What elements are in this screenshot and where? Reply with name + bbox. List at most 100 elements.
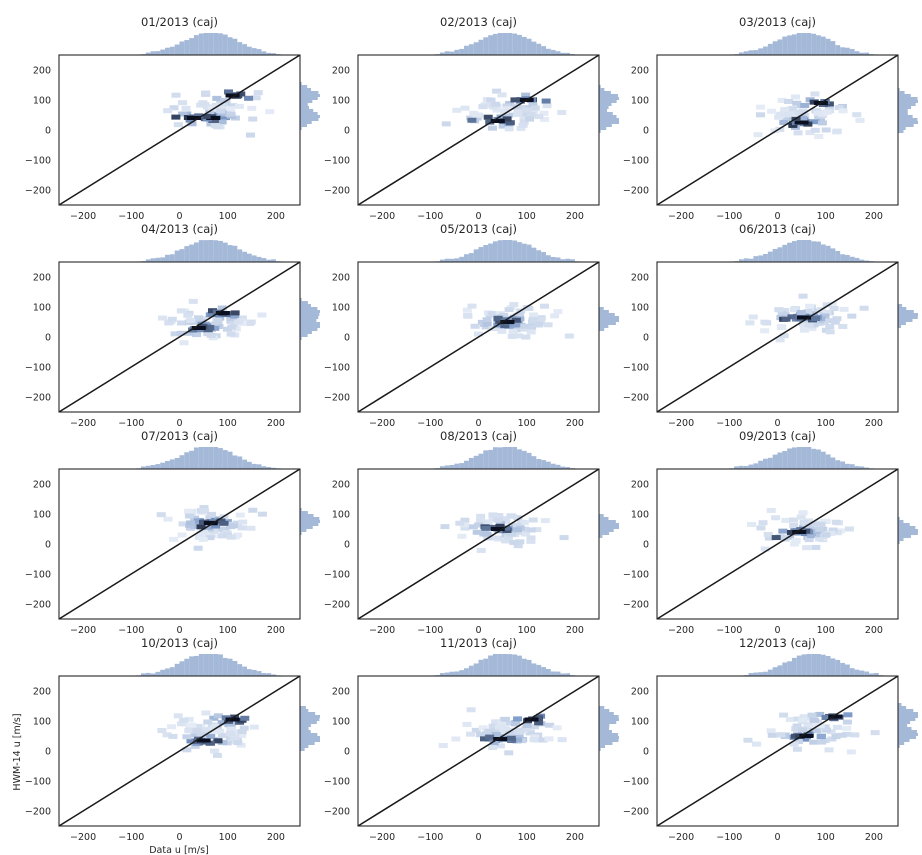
hexbin-cell	[257, 511, 267, 517]
marginal-x-bar	[565, 467, 571, 469]
marginal-x-bar	[140, 466, 146, 469]
hexbin-cell	[211, 523, 221, 529]
hexbin-cell	[767, 108, 777, 114]
hexbin-cell	[462, 721, 472, 727]
marginal-y-bar	[599, 85, 601, 88]
hexbin-cell	[529, 316, 539, 322]
hexbin-cell	[513, 515, 523, 521]
hexbin-cell-dense	[493, 315, 503, 321]
marginal-x-bar	[449, 464, 455, 469]
hexbin-cell	[233, 740, 243, 746]
marginal-y-bar	[300, 319, 317, 322]
hexbin-cell	[459, 522, 469, 528]
marginal-x-bar	[459, 256, 465, 262]
hexbin-cell	[251, 95, 261, 101]
hexbin-cell	[543, 322, 553, 328]
subplot-title: 06/2013 (caj)	[739, 222, 816, 236]
hexbin-cell	[791, 538, 801, 544]
x-tick-label: 200	[865, 211, 883, 222]
hexbin-cell	[203, 719, 213, 725]
hexbin-cell	[170, 331, 180, 337]
marginal-x-bar	[782, 36, 788, 55]
marginal-x-histogram	[430, 33, 580, 55]
identity-line	[657, 262, 898, 412]
axes-frame	[58, 675, 301, 827]
x-tick-label: 0	[475, 211, 481, 222]
marginal-x-bar	[840, 47, 845, 55]
marginal-y-histogram	[300, 508, 320, 535]
hexbin-cell	[839, 306, 849, 312]
marginal-y-bar	[599, 319, 619, 322]
marginal-y-bar	[599, 118, 619, 121]
hexbin-cell	[440, 524, 450, 530]
hexbin-cell	[228, 103, 238, 109]
marginal-x-bar	[468, 253, 474, 262]
hexbin-cell-dense	[210, 117, 220, 123]
marginal-x-bar	[251, 255, 257, 262]
hexbin-cell	[780, 107, 790, 113]
hexbin-cell	[495, 743, 505, 749]
marginal-y-bar	[898, 706, 907, 709]
hexbin-cell	[825, 324, 835, 330]
hexbin-cell	[814, 134, 824, 140]
hexbin-cell-dense	[230, 310, 240, 316]
marginal-y-bar	[300, 514, 314, 517]
hexbin-cell	[176, 308, 186, 314]
marginal-x-bar	[507, 447, 513, 469]
hexbin-cell	[801, 521, 811, 527]
marginal-x-bar	[492, 241, 498, 262]
marginal-x-bar	[478, 659, 484, 676]
marginal-x-bar	[246, 461, 252, 469]
marginal-x-bar	[512, 654, 518, 676]
y-tick-label: −200	[623, 807, 649, 818]
hexbin-cell	[482, 321, 492, 327]
marginal-x-bar	[483, 244, 489, 262]
hexbin-cell	[515, 539, 525, 545]
marginal-x-bar	[169, 459, 175, 469]
marginal-x-bar	[840, 254, 845, 262]
marginal-x-bar	[555, 51, 561, 55]
marginal-x-bar	[545, 668, 551, 676]
marginal-x-bar	[203, 240, 209, 262]
hexbin-cell	[817, 120, 827, 126]
marginal-x-bar	[271, 259, 276, 262]
identity-line	[358, 676, 599, 826]
x-tick-label: 100	[518, 418, 536, 429]
y-tick-label: 100	[631, 717, 649, 728]
identity-line	[59, 262, 300, 412]
hexbin-cell	[793, 738, 803, 744]
hexbin-cell	[238, 519, 248, 525]
hexbin-cell	[516, 125, 526, 131]
hexbin-cell	[186, 738, 196, 744]
marginal-x-bar	[454, 49, 460, 55]
marginal-y-bar	[300, 316, 319, 319]
marginal-y-bar	[599, 325, 609, 328]
marginal-x-bar	[806, 240, 812, 262]
marginal-y-bar	[300, 82, 302, 85]
marginal-y-bar	[898, 535, 911, 538]
x-tick-label: −200	[70, 832, 96, 843]
x-tick-label: −200	[369, 625, 395, 636]
y-tick-label: −100	[25, 570, 51, 581]
hexbin-cell	[156, 512, 166, 518]
marginal-x-bar	[743, 258, 749, 262]
hexbin-cell	[758, 520, 768, 526]
hexbin-cell	[222, 326, 232, 332]
hexbin-cell	[796, 514, 806, 520]
marginal-x-bar	[844, 47, 850, 55]
marginal-x-bar	[512, 447, 518, 469]
hexbin-cell	[169, 105, 179, 111]
marginal-x-bar	[193, 35, 199, 55]
y-tick-label: −100	[25, 777, 51, 788]
hexbin-cell	[187, 121, 197, 127]
y-tick-label: 100	[33, 96, 51, 107]
marginal-x-bar	[517, 242, 522, 262]
marginal-y-bar	[599, 103, 612, 106]
marginal-x-bar	[541, 46, 546, 55]
hexbin-cell	[798, 110, 808, 116]
marginal-y-bar	[898, 130, 904, 133]
marginal-x-bar	[227, 451, 233, 469]
identity-line	[59, 55, 300, 205]
marginal-x-bar	[246, 669, 252, 676]
hexbin-cell	[217, 733, 227, 739]
